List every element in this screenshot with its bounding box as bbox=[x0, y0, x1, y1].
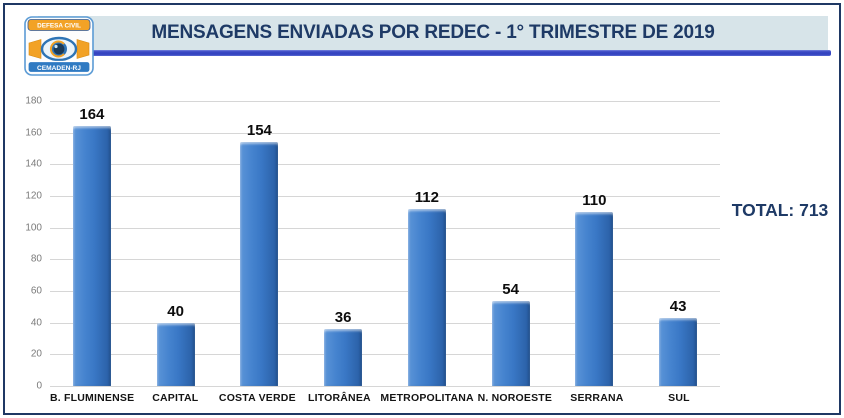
logo-bottom-text: CEMADEN-RJ bbox=[37, 65, 81, 72]
total-label: TOTAL: 713 bbox=[731, 200, 829, 220]
page-frame bbox=[3, 3, 841, 415]
header-band: MENSAGENS ENVIADAS POR REDEC - 1° TRIMES… bbox=[38, 16, 828, 50]
page-title: MENSAGENS ENVIADAS POR REDEC - 1° TRIMES… bbox=[151, 22, 715, 43]
logo-top-text: DEFESA CIVIL bbox=[37, 23, 81, 30]
defesa-civil-cemaden-logo: DEFESA CIVIL CEMADEN-RJ bbox=[24, 16, 94, 76]
defesa-civil-logo-icon: DEFESA CIVIL CEMADEN-RJ bbox=[24, 16, 94, 76]
header-underline-bar bbox=[45, 50, 831, 56]
